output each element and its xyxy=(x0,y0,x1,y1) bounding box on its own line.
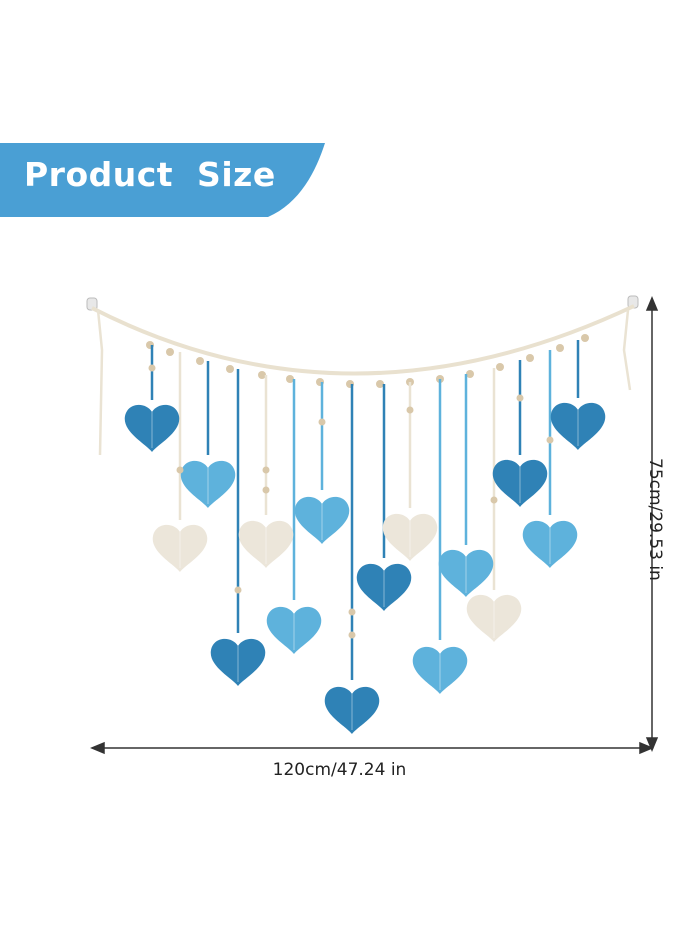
left-rope-end xyxy=(96,309,104,456)
width-dimension-arrow xyxy=(90,741,654,755)
banner-title: Product Size xyxy=(24,155,276,194)
leaf-veins xyxy=(151,410,579,730)
width-dimension-label: 120cm/47.24 in xyxy=(272,760,407,780)
height-dimension-arrow xyxy=(645,296,659,752)
right-rope-end xyxy=(622,309,632,391)
product-size-banner: Product Size xyxy=(0,143,325,217)
height-dimension-label: 75cm/29.53 in xyxy=(645,458,665,581)
banner-shape xyxy=(0,143,325,217)
string-beads xyxy=(148,364,554,639)
hanging-rope xyxy=(91,304,635,376)
hanging-strings xyxy=(150,340,580,680)
rope-beads xyxy=(146,334,589,388)
